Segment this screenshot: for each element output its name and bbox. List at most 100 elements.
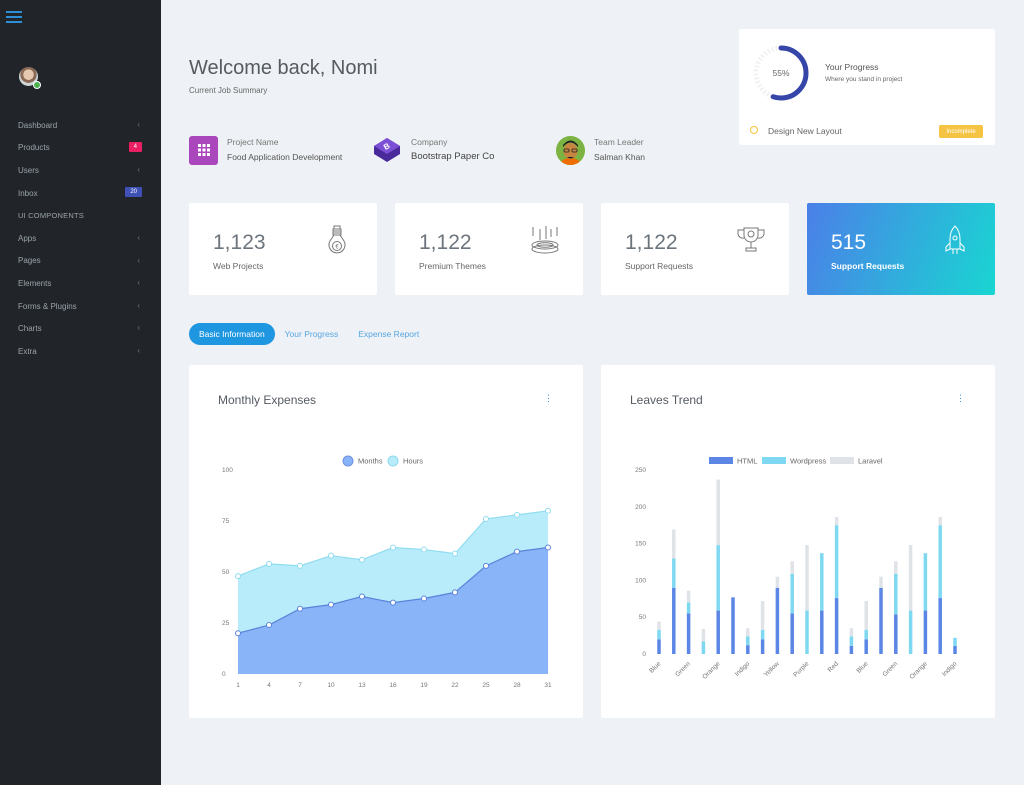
sidebar-nav: Dashboard ‹ Products 4 Users ‹ Inbox 20 …	[0, 114, 161, 363]
svg-text:50: 50	[222, 569, 230, 576]
svg-text:100: 100	[222, 467, 233, 474]
sidebar-item-inbox[interactable]: Inbox 20	[0, 182, 161, 205]
sidebar-item-label: Inbox	[18, 188, 38, 198]
project-label: Project Name	[227, 137, 279, 147]
sidebar-item-users[interactable]: Users ‹	[0, 159, 161, 182]
stat-card-support-requests: 1,122 Support Requests	[601, 203, 789, 295]
tab-expense-report[interactable]: Expense Report	[358, 329, 420, 339]
project-value: Food Application Development	[227, 152, 343, 162]
sidebar-item-extra[interactable]: Extra ‹	[0, 340, 161, 363]
bootstrap-logo-icon: B	[372, 135, 402, 165]
chevron-left-icon: ‹	[137, 165, 140, 175]
svg-text:16: 16	[389, 682, 397, 689]
target-arrows-icon	[531, 226, 559, 254]
progress-card: 55% Your Progress Where you stand in pro…	[739, 29, 995, 145]
stat-card-support-requests-highlight: 515 Support Requests	[807, 203, 995, 295]
sidebar-item-elements[interactable]: Elements ‹	[0, 272, 161, 295]
page-title: Welcome back, Nomi	[189, 57, 378, 79]
sidebar-item-apps[interactable]: Apps ‹	[0, 227, 161, 250]
sidebar-item-label: Apps	[18, 233, 37, 243]
rocket-icon	[945, 225, 965, 254]
chevron-left-icon: ‹	[137, 255, 140, 265]
svg-text:28: 28	[513, 682, 521, 689]
svg-text:€: €	[335, 245, 339, 251]
team-leader-info: Team Leader Salman Khan	[556, 135, 645, 165]
tab-your-progress[interactable]: Your Progress	[284, 329, 339, 339]
svg-text:Orange: Orange	[701, 660, 722, 681]
legend-label: Months	[358, 457, 383, 466]
products-count-badge: 4	[128, 141, 142, 152]
svg-text:22: 22	[451, 682, 459, 689]
svg-text:10: 10	[327, 682, 335, 689]
online-status-icon	[33, 81, 41, 89]
sidebar-item-label: Pages	[18, 256, 41, 266]
sidebar-item-charts[interactable]: Charts ‹	[0, 317, 161, 340]
stat-label: Premium Themes	[419, 261, 486, 271]
sidebar-section-header: UI COMPONENTS	[18, 211, 84, 221]
svg-text:Orange: Orange	[909, 660, 930, 681]
lightbulb-euro-icon: €	[328, 225, 346, 254]
svg-text:19: 19	[420, 682, 428, 689]
trophy-icon	[737, 227, 765, 252]
progress-subtitle: Where you stand in project	[825, 76, 903, 83]
svg-text:150: 150	[635, 541, 646, 548]
chevron-left-icon: ‹	[137, 120, 140, 129]
svg-text:1: 1	[236, 682, 240, 689]
tab-bar: Basic Information Your Progress Expense …	[189, 323, 429, 345]
svg-text:250: 250	[635, 467, 646, 474]
legend-label: Wordpress	[790, 457, 826, 466]
svg-text:75: 75	[222, 518, 230, 525]
svg-text:Green: Green	[674, 660, 692, 678]
svg-text:0: 0	[642, 651, 646, 658]
svg-text:Indigo: Indigo	[734, 660, 752, 678]
svg-text:25: 25	[482, 682, 490, 689]
svg-text:4: 4	[267, 682, 271, 689]
sidebar-item-dashboard[interactable]: Dashboard ‹	[0, 114, 161, 137]
svg-text:Red: Red	[827, 660, 841, 674]
clock-icon	[750, 126, 758, 134]
svg-text:13: 13	[358, 682, 366, 689]
svg-text:25: 25	[222, 620, 230, 627]
sidebar-item-pages[interactable]: Pages ‹	[0, 250, 161, 273]
task-label: Design New Layout	[768, 126, 842, 136]
leaves-trend-bar-chart: HTML Wordpress Laravel 0 50 100 150 200 250 Blue G…	[635, 457, 959, 681]
chevron-left-icon: ‹	[137, 278, 140, 288]
chart-title: Monthly Expenses	[218, 393, 317, 407]
sidebar-item-forms-plugins[interactable]: Forms & Plugins ‹	[0, 295, 161, 318]
svg-text:Blue: Blue	[855, 660, 869, 674]
stat-value: 1,122	[625, 231, 678, 254]
svg-text:200: 200	[635, 504, 646, 511]
legend-label: Hours	[403, 457, 423, 466]
stat-label: Support Requests	[625, 261, 694, 271]
legend-label: HTML	[737, 457, 757, 466]
status-badge: Incomplete	[939, 125, 983, 138]
chevron-left-icon: ‹	[137, 323, 140, 333]
stat-label: Web Projects	[213, 261, 264, 271]
monthly-expenses-card: Monthly Expenses ⋮ Months Hours 0 25 50 75 100…	[189, 365, 583, 718]
stat-label: Support Requests	[831, 261, 905, 271]
svg-text:Green: Green	[881, 660, 899, 678]
sidebar: Dashboard ‹ Products 4 Users ‹ Inbox 20 …	[0, 0, 161, 785]
more-options-icon[interactable]: ⋮	[544, 393, 553, 403]
tab-basic-information[interactable]: Basic Information	[189, 323, 275, 345]
hamburger-icon[interactable]	[6, 11, 22, 23]
stat-value: 1,122	[419, 231, 472, 254]
company-label: Company	[411, 137, 448, 147]
svg-text:100: 100	[635, 577, 646, 584]
more-options-icon[interactable]: ⋮	[956, 393, 965, 403]
leader-avatar[interactable]	[556, 135, 585, 165]
svg-text:Purple: Purple	[792, 660, 811, 679]
svg-text:Blue: Blue	[648, 660, 662, 674]
svg-text:0: 0	[222, 671, 226, 678]
chevron-left-icon: ‹	[137, 345, 140, 355]
stat-card-premium-themes: 1,122 Premium Themes	[395, 203, 583, 295]
user-avatar[interactable]	[19, 67, 41, 89]
monthly-expenses-area-chart: Months Hours 0 25 50 75 100 1 4 7 10 13 16 19 22 25 28 31	[222, 455, 552, 689]
sidebar-item-products[interactable]: Products 4	[0, 137, 161, 160]
stat-value: 515	[831, 231, 867, 254]
sidebar-item-label: Dashboard	[18, 120, 58, 130]
sidebar-item-label: Products	[18, 143, 50, 153]
sidebar-item-label: Extra	[18, 346, 37, 356]
progress-title: Your Progress	[825, 62, 879, 72]
sidebar-item-label: Elements	[18, 278, 52, 288]
